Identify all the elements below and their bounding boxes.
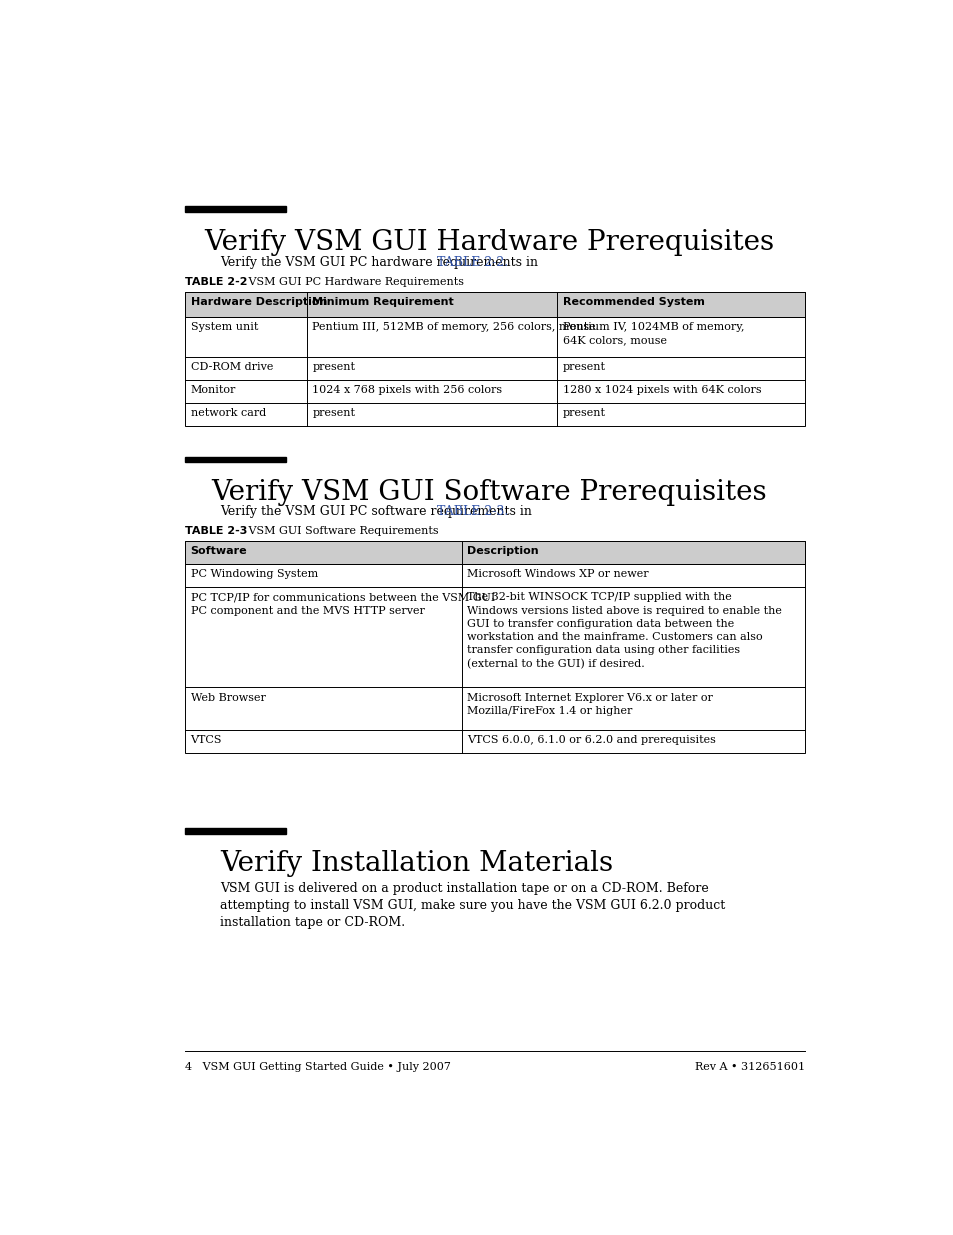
Text: The 32-bit WINSOCK TCP/IP supplied with the
Windows versions listed above is req: The 32-bit WINSOCK TCP/IP supplied with … xyxy=(467,593,781,669)
Text: TABLE 2-2: TABLE 2-2 xyxy=(185,277,248,287)
Text: TABLE 2-3: TABLE 2-3 xyxy=(185,526,247,536)
Text: Microsoft Internet Explorer V6.x or later or
Mozilla/FireFox 1.4 or higher: Microsoft Internet Explorer V6.x or late… xyxy=(467,693,712,716)
Text: 4   VSM GUI Getting Started Guide • July 2007: 4 VSM GUI Getting Started Guide • July 2… xyxy=(185,1062,451,1072)
Text: PC TCP/IP for communications between the VSM GUI
PC component and the MVS HTTP s: PC TCP/IP for communications between the… xyxy=(191,593,495,616)
Bar xyxy=(185,827,286,834)
Text: TABLE 2-3.: TABLE 2-3. xyxy=(436,505,507,517)
Bar xyxy=(185,206,286,212)
Text: VSM GUI PC Hardware Requirements: VSM GUI PC Hardware Requirements xyxy=(237,277,463,287)
Text: Verify VSM GUI Software Prerequisites: Verify VSM GUI Software Prerequisites xyxy=(211,479,766,506)
Text: Recommended System: Recommended System xyxy=(562,296,703,306)
Text: present: present xyxy=(562,362,605,372)
Text: Verify the VSM GUI PC software requirements in: Verify the VSM GUI PC software requireme… xyxy=(220,505,536,517)
Text: Pentium IV, 1024MB of memory,
64K colors, mouse: Pentium IV, 1024MB of memory, 64K colors… xyxy=(562,322,743,346)
Bar xyxy=(185,541,804,752)
Text: Hardware Description: Hardware Description xyxy=(191,296,327,306)
Text: network card: network card xyxy=(191,409,266,419)
Text: Rev A • 312651601: Rev A • 312651601 xyxy=(695,1062,804,1072)
Text: PC Windowing System: PC Windowing System xyxy=(191,569,317,579)
Text: Verify Installation Materials: Verify Installation Materials xyxy=(220,851,613,877)
Text: CD-ROM drive: CD-ROM drive xyxy=(191,362,273,372)
Bar xyxy=(185,457,286,462)
Text: VTCS 6.0.0, 6.1.0 or 6.2.0 and prerequisites: VTCS 6.0.0, 6.1.0 or 6.2.0 and prerequis… xyxy=(467,735,716,745)
Text: Minimum Requirement: Minimum Requirement xyxy=(312,296,454,306)
Text: VSM GUI is delivered on a product installation tape or on a CD-ROM. Before
attem: VSM GUI is delivered on a product instal… xyxy=(220,882,724,929)
Text: Monitor: Monitor xyxy=(191,385,235,395)
Text: Verify the VSM GUI PC hardware requirements in: Verify the VSM GUI PC hardware requireme… xyxy=(220,256,541,269)
Text: Pentium III, 512MB of memory, 256 colors, mouse: Pentium III, 512MB of memory, 256 colors… xyxy=(312,322,596,332)
Text: VSM GUI Software Requirements: VSM GUI Software Requirements xyxy=(237,526,438,536)
Text: VTCS: VTCS xyxy=(191,735,222,745)
Text: present: present xyxy=(312,362,355,372)
Text: Software: Software xyxy=(191,546,247,556)
Text: 1024 x 768 pixels with 256 colors: 1024 x 768 pixels with 256 colors xyxy=(312,385,502,395)
Text: System unit: System unit xyxy=(191,322,257,332)
Text: Web Browser: Web Browser xyxy=(191,693,265,703)
Text: Microsoft Windows XP or newer: Microsoft Windows XP or newer xyxy=(467,569,648,579)
Text: present: present xyxy=(312,409,355,419)
Text: Description: Description xyxy=(467,546,538,556)
Text: TABLE 2-2.: TABLE 2-2. xyxy=(436,256,507,269)
Bar xyxy=(185,541,804,564)
Bar xyxy=(185,293,804,317)
Text: 1280 x 1024 pixels with 64K colors: 1280 x 1024 pixels with 64K colors xyxy=(562,385,760,395)
Text: present: present xyxy=(562,409,605,419)
Bar xyxy=(185,293,804,426)
Text: Verify VSM GUI Hardware Prerequisites: Verify VSM GUI Hardware Prerequisites xyxy=(204,228,773,256)
